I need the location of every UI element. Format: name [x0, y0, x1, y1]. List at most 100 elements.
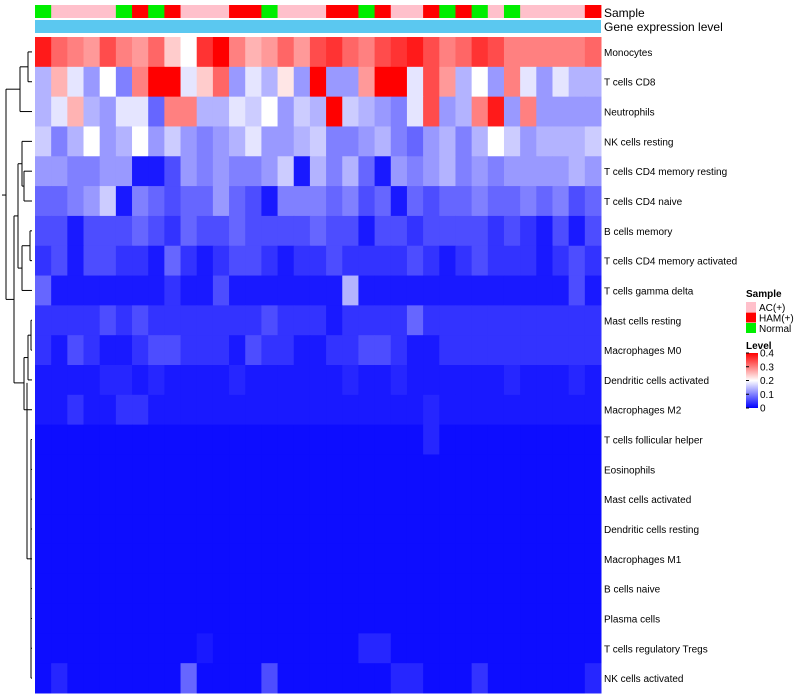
- heatmap-cell: [132, 186, 149, 217]
- heatmap-cell: [277, 245, 295, 277]
- heatmap-cell: [568, 633, 586, 664]
- heatmap-cell: [148, 603, 165, 634]
- heatmap-cell: [196, 663, 214, 694]
- heatmap-cell: [487, 66, 505, 98]
- heatmap-cell: [83, 335, 101, 366]
- heatmap-cell: [148, 37, 165, 68]
- heatmap-cell: [196, 335, 214, 366]
- heatmap-cell: [148, 424, 165, 455]
- heatmap-cell: [180, 305, 198, 336]
- heatmap-cell: [309, 663, 327, 694]
- heatmap-cell: [342, 484, 359, 515]
- heatmap-cell: [261, 365, 279, 396]
- heatmap-cell: [406, 543, 424, 575]
- heatmap-cell: [245, 215, 262, 247]
- heatmap-cell: [520, 96, 537, 127]
- heatmap-cell: [229, 603, 246, 634]
- legend-sample-entries: AC(+)HAM(+)Normal: [746, 302, 794, 335]
- heatmap-cell: [309, 305, 327, 336]
- heatmap-cell: [568, 245, 586, 277]
- heatmap-cell: [536, 424, 553, 455]
- heatmap-cell: [374, 186, 392, 217]
- heatmap-cell: [487, 156, 505, 187]
- heatmap-cell: [374, 424, 392, 455]
- heatmap-cell: [293, 305, 311, 336]
- heatmap-cell: [51, 394, 68, 426]
- heatmap-cell: [115, 365, 133, 396]
- heatmap-cell: [261, 156, 279, 187]
- heatmap-cell: [568, 66, 586, 98]
- heatmap-cell: [309, 245, 327, 277]
- heatmap-cell: [99, 454, 117, 485]
- heatmap-cell: [99, 215, 117, 247]
- sample-annotation-cell: [439, 5, 456, 18]
- heatmap-cell: [326, 215, 343, 247]
- heatmap-cell: [326, 245, 343, 277]
- heatmap-cell: [180, 365, 198, 396]
- heatmap-cell: [132, 96, 149, 127]
- heatmap-cell: [196, 215, 214, 247]
- heatmap-cell: [212, 215, 230, 247]
- heatmap-cell: [164, 454, 182, 485]
- row-label: T cells follicular helper: [604, 436, 703, 447]
- heatmap-cell: [115, 186, 133, 217]
- heatmap-cell: [326, 633, 343, 664]
- sample-annotation-cell: [374, 5, 392, 18]
- heatmap-cell: [164, 543, 182, 575]
- heatmap-cell: [212, 394, 230, 426]
- heatmap-cell: [568, 275, 586, 306]
- row-label: Neutrophils: [604, 108, 655, 119]
- heatmap-cell: [326, 96, 343, 127]
- heatmap-cell: [83, 186, 101, 217]
- heatmap-cell: [471, 335, 489, 366]
- sample-annotation-cell: [406, 5, 424, 18]
- heatmap-cell: [309, 66, 327, 98]
- heatmap-cell: [326, 335, 343, 366]
- heatmap-cell: [99, 305, 117, 336]
- heatmap-cell: [132, 335, 149, 366]
- heatmap-cell: [132, 543, 149, 575]
- heatmap-cell: [164, 245, 182, 277]
- heatmap-cell: [115, 633, 133, 664]
- heatmap-cell: [51, 454, 68, 485]
- heatmap-cell: [503, 305, 521, 336]
- heatmap-cell: [148, 514, 165, 545]
- heatmap-cell: [552, 603, 570, 634]
- heatmap-cell: [358, 126, 376, 157]
- heatmap-cell: [35, 126, 52, 157]
- heatmap-cell: [180, 543, 198, 575]
- heatmap-cell: [83, 573, 101, 605]
- heatmap-cell: [229, 514, 246, 545]
- heatmap-cell: [51, 365, 68, 396]
- heatmap-cell: [536, 126, 553, 157]
- heatmap-cell: [342, 215, 359, 247]
- heatmap-cell: [520, 126, 537, 157]
- heatmap-cell: [309, 454, 327, 485]
- heatmap-cell: [148, 335, 165, 366]
- heatmap-cell: [584, 275, 602, 306]
- heatmap-cell: [83, 37, 101, 68]
- heatmap-cell: [293, 275, 311, 306]
- heatmap-cell: [520, 394, 537, 426]
- heatmap-cell: [358, 365, 376, 396]
- heatmap-cell: [67, 543, 85, 575]
- heatmap-cell: [390, 275, 408, 306]
- heatmap-cell: [261, 543, 279, 575]
- heatmap-cell: [455, 126, 473, 157]
- heatmap-cell: [115, 573, 133, 605]
- heatmap-cell: [164, 633, 182, 664]
- heatmap-cell: [277, 365, 295, 396]
- sample-annotation-track: [35, 5, 602, 18]
- heatmap-cell: [536, 215, 553, 247]
- legend-tick-label: 0.4: [760, 349, 774, 360]
- heatmap-cell: [455, 663, 473, 694]
- heatmap-cell: [568, 543, 586, 575]
- heatmap-cell: [261, 514, 279, 545]
- heatmap-cell: [471, 215, 489, 247]
- heatmap-cell: [83, 394, 101, 426]
- sample-annotation-cell: [83, 5, 101, 18]
- heatmap-cell: [51, 215, 68, 247]
- expression-annotation-bar: [35, 20, 601, 33]
- heatmap-cell: [503, 96, 521, 127]
- heatmap-cell: [115, 424, 133, 455]
